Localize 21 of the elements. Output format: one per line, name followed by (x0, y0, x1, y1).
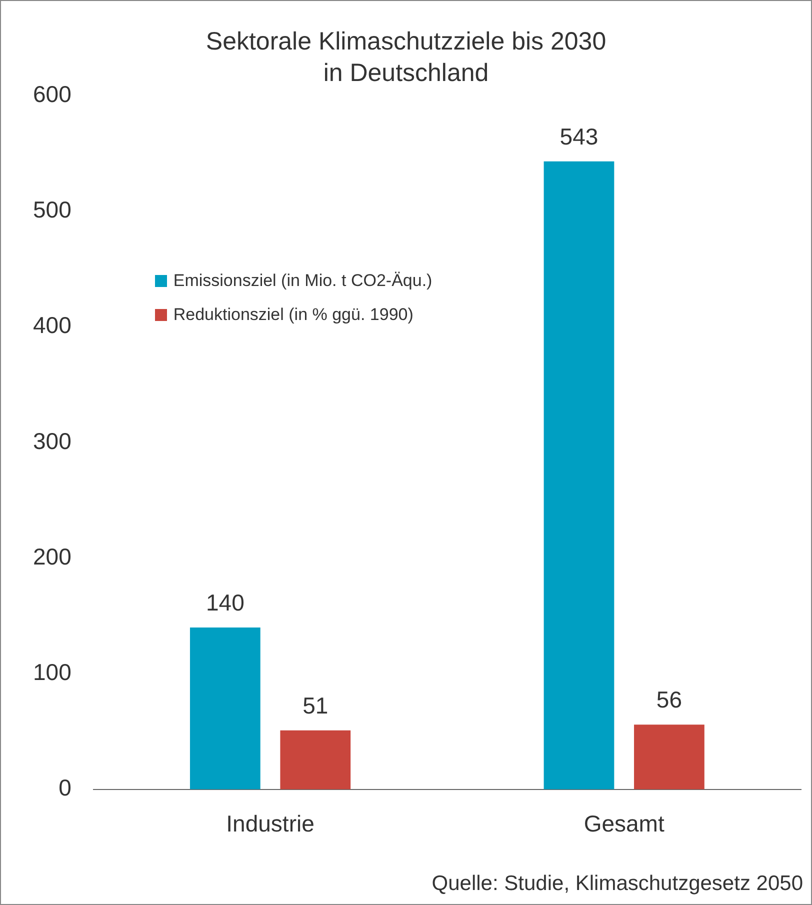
x-tick-label: Gesamt (584, 810, 665, 837)
legend-label: Emissionsziel (in Mio. t CO2-Äqu.) (173, 270, 432, 290)
bar (190, 627, 260, 790)
data-label: 140 (206, 589, 244, 616)
bar (634, 724, 704, 790)
y-tick-label: 200 (33, 543, 72, 570)
y-tick-label: 300 (33, 428, 72, 454)
chart-title: Sektorale Klimaschutzziele bis 2030 in Deutschland (206, 28, 606, 87)
y-tick-label: 0 (58, 774, 72, 801)
data-label: 51 (302, 692, 328, 718)
data-label: 543 (560, 123, 598, 150)
data-label: 56 (656, 686, 682, 712)
source-note: Quelle: Studie, Klimaschutzgesetz 2050 (432, 872, 803, 896)
y-tick-label: 500 (33, 196, 72, 222)
y-tick-label: 400 (33, 312, 72, 338)
y-tick-label: 100 (33, 659, 72, 686)
y-tick-label: 600 (33, 80, 72, 107)
x-tick-label: Industrie (226, 810, 314, 837)
legend-label: Reduktionsziel (in % ggü. 1990) (173, 304, 414, 324)
bar (280, 730, 351, 790)
bar (544, 161, 614, 790)
